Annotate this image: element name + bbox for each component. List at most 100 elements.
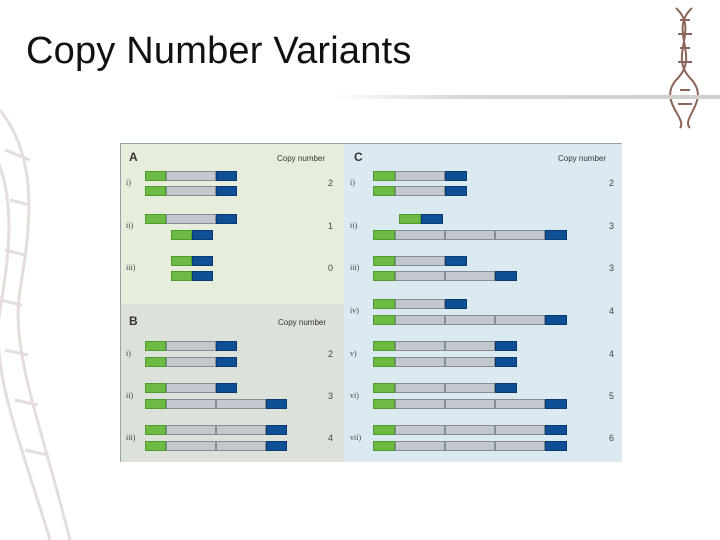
panel-a-row-label: i) [126, 178, 131, 187]
panel-c-row-label: vii) [350, 433, 362, 442]
grey-segment [166, 171, 216, 181]
green-segment [373, 383, 395, 393]
grey-segment [495, 425, 545, 435]
blue-segment [216, 341, 237, 351]
green-segment [373, 341, 395, 351]
blue-segment [192, 271, 213, 281]
grey-segment [166, 214, 216, 224]
grey-segment [395, 171, 445, 181]
grey-segment [445, 271, 495, 281]
panel-b-copy-number: 4 [327, 433, 333, 443]
grey-segment [395, 315, 445, 325]
blue-segment [545, 425, 567, 435]
panel-c-copy-number: 2 [608, 178, 614, 188]
green-segment [145, 441, 166, 451]
green-segment [373, 399, 395, 409]
panel-a-row-label: ii) [126, 221, 134, 230]
panel-c-copy-number: 4 [608, 306, 614, 316]
blue-segment [216, 214, 237, 224]
blue-segment [495, 341, 517, 351]
green-segment [373, 271, 395, 281]
panel-a-copy-number: 0 [327, 263, 333, 273]
blue-segment [495, 357, 517, 367]
panel-c-row-label: vi) [350, 391, 359, 400]
blue-segment [216, 383, 237, 393]
blue-segment [545, 315, 567, 325]
green-segment [373, 357, 395, 367]
green-segment [373, 171, 395, 181]
panel-b-copy-number: 3 [327, 391, 333, 401]
grey-segment [395, 441, 445, 451]
blue-segment [545, 441, 567, 451]
panel-c-row-label: v) [350, 349, 357, 358]
dna-icon [669, 7, 699, 129]
grey-segment [395, 256, 445, 266]
panel-c-copy-number-header: Copy number [558, 154, 607, 163]
grey-segment [395, 341, 445, 351]
grey-segment [395, 299, 445, 309]
panel-c: C Copy number i) 2 ii) 3 iii) 3 iv) 4 [344, 144, 622, 462]
blue-segment [545, 399, 567, 409]
blue-segment [445, 186, 467, 196]
panel-c-copy-number: 4 [608, 349, 614, 359]
grey-segment [166, 357, 216, 367]
grey-segment [445, 425, 495, 435]
grey-segment [395, 383, 445, 393]
panel-a: A Copy number i) 2 ii) 1 iii) 0 [121, 144, 344, 304]
grey-segment [445, 441, 495, 451]
blue-segment [216, 186, 237, 196]
green-segment [373, 256, 395, 266]
green-segment [373, 186, 395, 196]
green-segment [373, 441, 395, 451]
grey-segment [495, 230, 545, 240]
green-segment [145, 425, 166, 435]
blue-segment [545, 230, 567, 240]
panel-a-copy-number: 2 [327, 178, 333, 188]
grey-segment [216, 399, 266, 409]
green-segment [145, 186, 166, 196]
blue-segment [192, 230, 213, 240]
grey-segment [445, 383, 495, 393]
panel-c-row-label: iv) [350, 306, 359, 315]
grey-segment [445, 399, 495, 409]
grey-segment [216, 425, 266, 435]
grey-segment [395, 271, 445, 281]
grey-segment [495, 315, 545, 325]
blue-segment [266, 399, 287, 409]
green-segment [171, 230, 192, 240]
panel-c-copy-number: 5 [608, 391, 614, 401]
grey-segment [445, 341, 495, 351]
green-segment [145, 341, 166, 351]
panel-c-copy-number: 6 [608, 433, 614, 443]
green-segment [145, 171, 166, 181]
panel-b-copy-number-header: Copy number [278, 318, 327, 327]
grey-segment [395, 186, 445, 196]
grey-segment [166, 383, 216, 393]
grey-segment [395, 399, 445, 409]
blue-segment [495, 271, 517, 281]
green-segment [145, 357, 166, 367]
panel-a-row-label: iii) [126, 263, 136, 272]
slide-title: Copy Number Variants [26, 30, 412, 72]
panel-a-copy-number: 1 [327, 221, 333, 231]
grey-segment [166, 341, 216, 351]
green-segment [373, 230, 395, 240]
panel-b-row-label: iii) [126, 433, 136, 442]
blue-segment [495, 383, 517, 393]
panel-c-row-label: iii) [350, 263, 360, 272]
grey-segment [395, 230, 445, 240]
panel-c-copy-number: 3 [608, 263, 614, 273]
panel-a-copy-number-header: Copy number [277, 154, 326, 163]
blue-segment [266, 425, 287, 435]
blue-segment [445, 171, 467, 181]
grey-segment [166, 399, 216, 409]
cnv-figure: A Copy number i) 2 ii) 1 iii) 0 B Copy n… [120, 143, 622, 462]
panel-c-letter: C [354, 150, 363, 164]
blue-segment [216, 171, 237, 181]
blue-segment [216, 357, 237, 367]
grey-segment [216, 441, 266, 451]
grey-segment [166, 186, 216, 196]
grey-segment [495, 399, 545, 409]
green-segment [171, 256, 192, 266]
blue-segment [192, 256, 213, 266]
